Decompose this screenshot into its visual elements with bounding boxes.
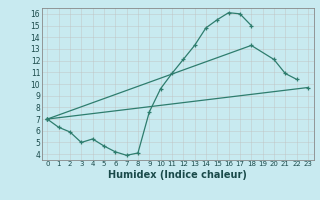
X-axis label: Humidex (Indice chaleur): Humidex (Indice chaleur) [108,170,247,180]
